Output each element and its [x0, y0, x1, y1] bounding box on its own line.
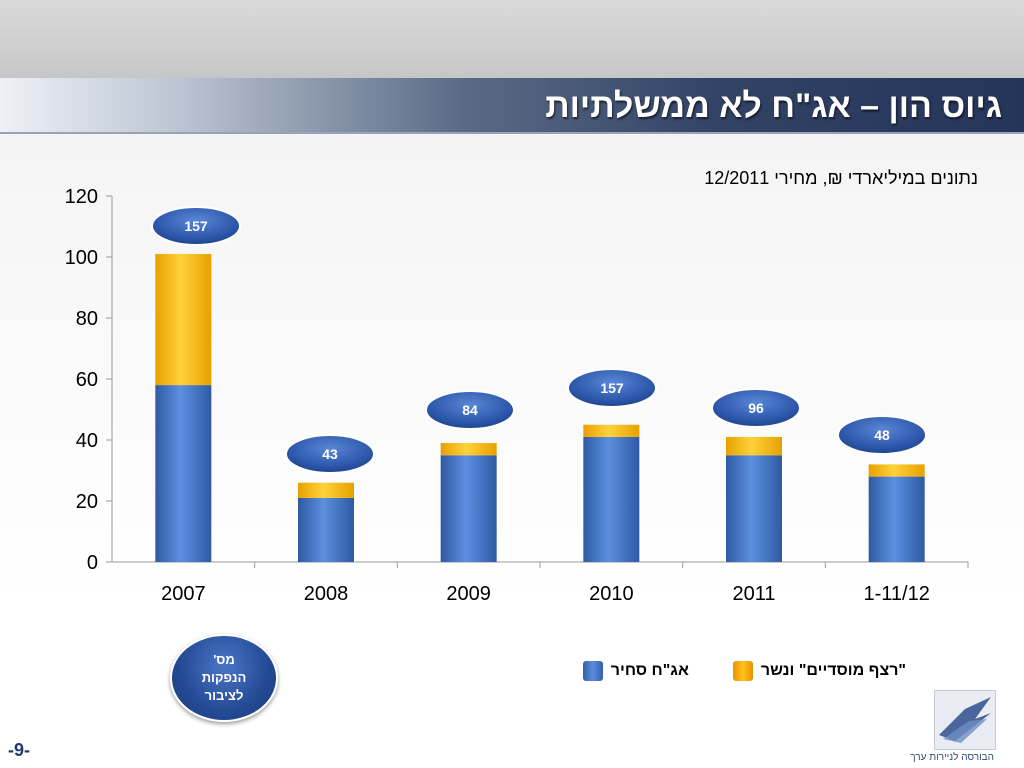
y-tick-label: 20	[76, 491, 98, 513]
bar-series2	[726, 436, 782, 456]
x-tick-label: 2010	[589, 583, 634, 605]
issue-count-bubble	[567, 368, 657, 408]
issue-count-bubble	[425, 390, 515, 430]
issue-count-bubble	[151, 206, 241, 246]
issues-count-badge-label: מס' הנפקות לציבור	[201, 652, 247, 703]
legend-swatch-orange-icon	[732, 661, 753, 681]
y-tick-label: 40	[76, 430, 98, 452]
x-tick-label: 2009	[446, 583, 491, 605]
legend-swatch-blue-icon	[582, 661, 603, 681]
legend-item-series1: אג"ח סחיר	[582, 661, 689, 681]
y-tick-label: 60	[76, 369, 98, 391]
legend-label-series2: "רצף מוסדיים" ונשר	[760, 662, 906, 679]
issue-count-bubble	[285, 434, 375, 474]
issue-count-label: 157	[600, 380, 624, 396]
bar-series1	[726, 455, 782, 562]
bar-series1	[440, 455, 497, 562]
y-tick-label: 80	[76, 308, 98, 330]
legend-item-series2: "רצף מוסדיים" ונשר	[732, 661, 906, 681]
x-tick-label: 2011	[732, 583, 775, 605]
y-tick-label: 100	[65, 247, 98, 269]
issue-count-bubble	[711, 388, 801, 428]
logo-caption: הבורסה לניירות ערך	[910, 752, 994, 763]
y-tick-label: 0	[87, 552, 98, 574]
bar-series2	[868, 464, 925, 477]
legend-label-series1: אג"ח סחיר	[610, 662, 689, 679]
bar-series1	[868, 476, 925, 562]
bar-series2	[583, 424, 640, 437]
title-bar	[0, 78, 1024, 134]
bar-series1	[298, 497, 354, 562]
issue-count-label: 43	[322, 446, 338, 462]
x-tick-label: 2007	[161, 583, 206, 605]
x-tick-label: 1-11/12	[863, 583, 929, 605]
header-band	[0, 0, 1024, 78]
logo-graphic	[939, 697, 991, 743]
issue-count-label: 48	[874, 427, 890, 443]
bar-series2	[298, 482, 354, 498]
bar-series1	[583, 436, 640, 562]
issue-count-label: 96	[748, 400, 764, 416]
issue-count-label: 84	[462, 402, 478, 418]
bar-series2	[440, 443, 497, 456]
bar-series1	[155, 385, 212, 562]
page-number: -9-	[8, 740, 30, 760]
issue-count-label: 157	[184, 218, 208, 234]
chart-legend: אג"ח סחיר "רצף מוסדיים" ונשר	[582, 656, 906, 686]
issue-count-bubble	[837, 415, 927, 455]
x-tick-label: 2008	[304, 583, 349, 605]
exchange-logo-icon	[934, 690, 996, 750]
issues-count-badge: מס' הנפקות לציבור	[170, 634, 278, 722]
bar-series2	[155, 253, 212, 386]
y-tick-label: 120	[65, 186, 98, 208]
slide-title: גיוס הון – אג"ח לא ממשלתיות	[545, 87, 1002, 125]
chart-subtitle: נתונים במיליארדי ₪, מחירי 12/2011	[704, 168, 978, 188]
